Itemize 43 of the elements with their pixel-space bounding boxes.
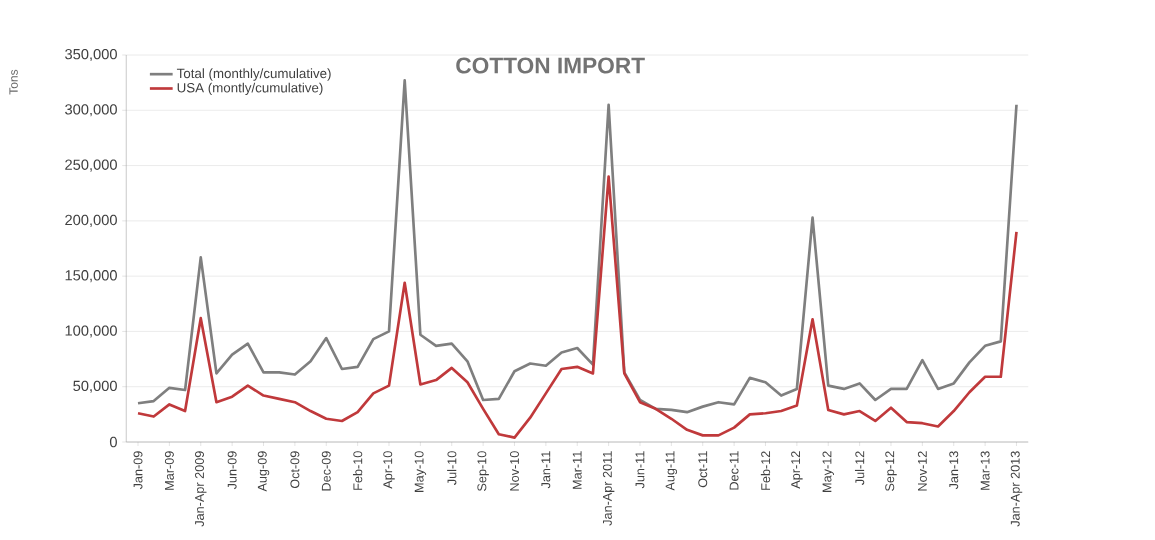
x-tick-label: Feb-12 bbox=[760, 451, 771, 490]
y-tick-label: 200,000 bbox=[65, 214, 117, 227]
x-tick-label: Aug-11 bbox=[665, 451, 678, 491]
x-tick-label: Sep-12 bbox=[885, 451, 897, 491]
x-tick-label: May-10 bbox=[414, 451, 427, 492]
chart-title: COTTON IMPORT bbox=[456, 57, 645, 74]
x-tick-label: Jan-11 bbox=[541, 451, 551, 489]
x-tick-label: Mar-13 bbox=[980, 451, 990, 490]
x-tick-label: Apr-10 bbox=[383, 451, 395, 489]
x-tick-label: Mar-11 bbox=[572, 451, 582, 489]
y-tick-label: 100,000 bbox=[65, 325, 117, 338]
y-tick-label: 300,000 bbox=[65, 104, 117, 117]
x-tick-label: May-12 bbox=[822, 451, 834, 492]
x-tick-label: Jan-Apr 2013 bbox=[1010, 451, 1023, 527]
y-tick-label: 150,000 bbox=[65, 270, 117, 283]
x-tick-label: Jun-09 bbox=[227, 451, 237, 490]
y-tick-label: 50,000 bbox=[73, 380, 117, 393]
legend-label: USA (montly/cumulative) bbox=[177, 82, 323, 96]
y-tick-label: 350,000 bbox=[65, 48, 117, 62]
x-tick-label: Oct-09 bbox=[290, 451, 300, 489]
x-tick-label: Feb-10 bbox=[352, 451, 363, 490]
x-tick-label: Sep-10 bbox=[477, 451, 489, 491]
y-tick-label: 250,000 bbox=[65, 159, 117, 172]
line-series bbox=[136, 79, 1018, 414]
x-tick-label: Apr-12 bbox=[791, 451, 803, 489]
legend-label: Total (monthly/cumulative) bbox=[176, 68, 331, 81]
x-tick-label: Mar-09 bbox=[164, 451, 174, 490]
x-tick-label: Nov-10 bbox=[510, 451, 519, 491]
x-tick-label: Nov-12 bbox=[917, 451, 927, 491]
x-tick-label: Jun-11 bbox=[635, 451, 645, 489]
x-tick-label: Dec-09 bbox=[321, 451, 331, 491]
x-tick-label: Jan-09 bbox=[133, 451, 143, 490]
x-tick-label: Oct-11 bbox=[698, 451, 708, 488]
y-tick-label: 0 bbox=[109, 436, 117, 448]
x-tick-label: Jan-13 bbox=[949, 451, 959, 490]
x-tick-label: Jan-Apr 2009 bbox=[195, 451, 207, 527]
x-tick-label: Aug-09 bbox=[257, 451, 270, 492]
x-tick-label: Dec-11 bbox=[729, 451, 739, 490]
x-tick-label: Jan-Apr 2011 bbox=[602, 451, 615, 526]
y-axis-title: Tons bbox=[9, 69, 18, 95]
x-tick-label: Jul-10 bbox=[447, 451, 457, 486]
line-series bbox=[136, 175, 1018, 439]
x-tick-label: Jul-12 bbox=[854, 451, 865, 486]
